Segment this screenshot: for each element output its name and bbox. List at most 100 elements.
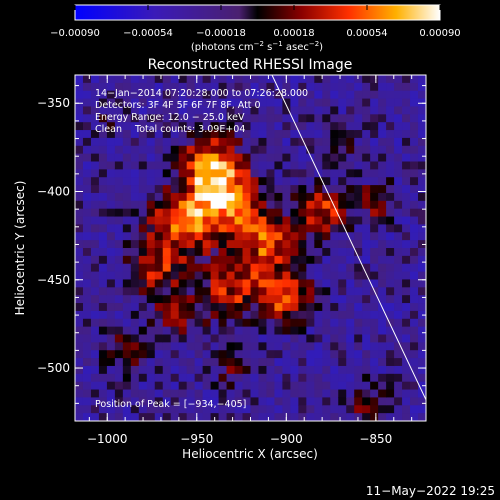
heatmap-cell (306, 373, 315, 383)
heatmap-cell (194, 248, 204, 257)
heatmap-cell (218, 153, 228, 163)
heatmap-cell (418, 279, 426, 288)
heatmap-cell (210, 405, 220, 414)
heatmap-cell (226, 75, 236, 84)
heatmap-cell (386, 295, 395, 304)
heatmap-cell (154, 310, 164, 320)
heatmap-cell (250, 334, 260, 343)
heatmap-cell (82, 169, 92, 178)
heatmap-cell (290, 106, 299, 115)
heatmap-cell (138, 122, 148, 131)
heatmap-cell (242, 389, 252, 399)
heatmap-cell (338, 200, 347, 210)
heatmap-cell (234, 381, 244, 391)
heatmap-cell (370, 106, 379, 115)
heatmap-cell (378, 310, 387, 320)
heatmap-cell (346, 365, 355, 375)
heatmap-cell (138, 240, 148, 249)
heatmap-cell (330, 342, 339, 351)
heatmap-cell (258, 177, 268, 186)
heatmap-cell (146, 279, 156, 288)
heatmap-cell (290, 145, 299, 155)
heatmap-cell (210, 342, 220, 351)
heatmap-cell (202, 145, 212, 155)
heatmap-cell (282, 90, 291, 100)
heatmap-cell (266, 75, 276, 84)
heatmap-cell (194, 216, 204, 226)
heatmap-cell (146, 271, 156, 281)
heatmap-cell (146, 255, 156, 265)
heatmap-cell (362, 90, 371, 100)
heatmap-cell (258, 192, 268, 202)
heatmap-cell (202, 232, 212, 241)
heatmap-cell (226, 145, 236, 155)
heatmap-cell (362, 153, 371, 163)
heatmap-cell (202, 342, 212, 351)
heatmap-cell (370, 114, 379, 123)
heatmap-cell (75, 295, 84, 304)
heatmap-cell (362, 271, 371, 281)
heatmap-cell (378, 216, 387, 226)
heatmap-cell (330, 106, 339, 115)
heatmap-cell (75, 177, 84, 186)
heatmap-cell (378, 90, 387, 100)
heatmap-cell (122, 240, 132, 249)
heatmap-cell (394, 177, 403, 186)
heatmap-cell (146, 137, 156, 147)
heatmap-cell (202, 318, 212, 328)
heatmap-cell (362, 389, 371, 399)
heatmap-cell (114, 224, 124, 233)
heatmap-cell (322, 240, 331, 249)
heatmap-cell (266, 82, 276, 92)
heatmap-cell (210, 82, 220, 92)
heatmap-cell (154, 145, 164, 155)
heatmap-cell (210, 216, 220, 226)
heatmap-cell (330, 169, 339, 178)
heatmap-cell (75, 303, 84, 312)
solar-limb-line (271, 74, 427, 401)
heatmap-cell (82, 373, 92, 383)
heatmap-cell (114, 240, 124, 249)
heatmap-cell (410, 137, 419, 147)
heatmap-cell (122, 310, 132, 320)
heatmap-cell (306, 350, 315, 359)
heatmap-cell (306, 358, 315, 367)
heatmap-cell (186, 413, 196, 421)
heatmap-cell (114, 122, 124, 131)
heatmap-cell (386, 192, 395, 202)
heatmap-cell (186, 106, 196, 115)
heatmap-cell (82, 232, 92, 241)
heatmap-cell (178, 216, 188, 226)
heatmap-cell (122, 334, 132, 343)
heatmap-cell (402, 122, 411, 131)
heatmap-cell (394, 114, 403, 123)
heatmap-cell (378, 381, 387, 391)
heatmap-cell (330, 326, 339, 336)
heatmap-cell (330, 200, 339, 210)
heatmap-cell (250, 82, 260, 92)
heatmap-cell (322, 145, 331, 155)
heatmap-cell (330, 397, 339, 406)
heatmap-cell (402, 145, 411, 155)
heatmap-cell (90, 271, 100, 281)
heatmap-cell (90, 263, 100, 273)
heatmap-cell (362, 169, 371, 178)
heatmap-cell (122, 248, 132, 257)
heatmap-cell (394, 358, 403, 367)
heatmap-cell (370, 200, 379, 210)
heatmap-cell (114, 350, 124, 359)
heatmap-cell (258, 295, 268, 304)
heatmap-cell (194, 405, 204, 414)
heatmap-cell (146, 405, 156, 414)
heatmap-cell (162, 389, 172, 399)
heatmap-cell (106, 310, 116, 320)
heatmap-cell (314, 177, 323, 186)
heatmap-cell (234, 303, 244, 312)
heatmap-cell (114, 334, 124, 343)
heatmap-cell (410, 350, 419, 359)
heatmap-cell (154, 75, 164, 84)
heatmap-cell (274, 326, 284, 336)
heatmap-cell (354, 326, 363, 336)
heatmap-cell (298, 192, 307, 202)
heatmap-cell (130, 373, 140, 383)
